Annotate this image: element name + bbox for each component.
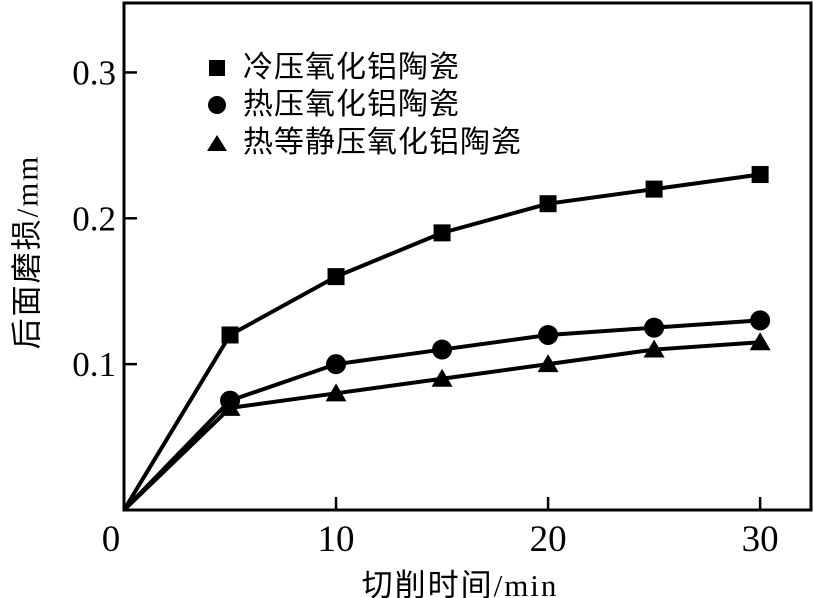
- legend-item: 冷压氧化铝陶瓷: [203, 49, 522, 87]
- legend-label: 热等静压氧化铝陶瓷: [243, 125, 522, 159]
- data-point-square: [751, 166, 769, 184]
- data-point-triangle: [431, 368, 453, 387]
- x-axis-title: 切削时间/min: [361, 568, 559, 598]
- data-point-circle: [750, 310, 771, 331]
- triangle-marker-icon: [203, 134, 231, 151]
- legend-label: 热压氧化铝陶瓷: [243, 88, 460, 122]
- chart-legend: 冷压氧化铝陶瓷 热压氧化铝陶瓷 热等静压氧化铝陶瓷: [203, 49, 522, 162]
- legend-label: 冷压氧化铝陶瓷: [243, 50, 460, 84]
- plot-frame: [122, 1, 813, 512]
- series-line-triangle: [122, 340, 761, 512]
- data-point-circle: [326, 354, 347, 375]
- x-tick-label: 10: [318, 519, 355, 560]
- data-point-square: [539, 195, 557, 213]
- data-point-triangle: [537, 354, 559, 373]
- data-point-triangle: [643, 339, 665, 358]
- triangle-marker-shape: [207, 134, 227, 151]
- square-marker-shape: [209, 59, 225, 76]
- x-tick-label: 0: [102, 519, 121, 560]
- data-point-triangle: [749, 332, 771, 351]
- y-tick-label: 0.2: [72, 199, 116, 238]
- data-point-square: [221, 326, 239, 344]
- data-point-square: [645, 180, 663, 198]
- y-tick-label: 0.1: [72, 345, 116, 384]
- x-tick-label: 20: [530, 519, 567, 560]
- data-point-circle: [432, 339, 453, 360]
- data-point-triangle: [325, 383, 347, 402]
- circle-marker-shape: [208, 96, 226, 115]
- circle-marker-icon: [203, 96, 231, 115]
- square-marker-icon: [203, 59, 231, 76]
- legend-item: 热等静压氧化铝陶瓷: [203, 124, 522, 162]
- data-point-square: [433, 224, 451, 242]
- y-axis-title: 后面磨损/mm: [9, 154, 45, 350]
- data-point-triangle: [219, 397, 241, 416]
- data-point-circle: [644, 317, 665, 338]
- x-tick-label: 30: [742, 519, 779, 560]
- data-point-circle: [538, 324, 559, 345]
- legend-item: 热压氧化铝陶瓷: [203, 87, 522, 125]
- y-tick-label: 0.3: [72, 53, 116, 92]
- data-point-square: [327, 268, 345, 286]
